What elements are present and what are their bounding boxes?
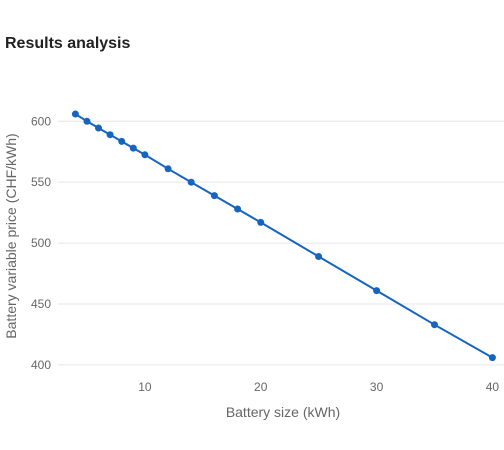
data-point[interactable] xyxy=(118,137,126,145)
y-tick-label: 450 xyxy=(31,297,51,311)
grid-layer xyxy=(58,120,504,366)
series-points-layer xyxy=(71,110,496,362)
series-line-layer xyxy=(74,113,494,359)
page-title: Results analysis xyxy=(5,35,131,52)
data-point[interactable] xyxy=(234,205,242,213)
data-point[interactable] xyxy=(210,192,218,200)
y-tick-label: 500 xyxy=(31,236,51,250)
data-point[interactable] xyxy=(95,124,102,132)
y-tick-label: 400 xyxy=(31,358,51,372)
data-point[interactable] xyxy=(315,253,323,260)
y-axis-title: Battery variable price (CHF/kWh) xyxy=(3,133,19,338)
data-point[interactable] xyxy=(488,354,496,362)
data-point[interactable] xyxy=(164,165,172,173)
x-tick-label: 10 xyxy=(138,380,152,394)
data-point[interactable] xyxy=(83,117,91,125)
x-axis-ticks: 10 20 30 40 xyxy=(138,380,499,394)
y-tick-label: 600 xyxy=(31,114,51,128)
data-point[interactable] xyxy=(129,144,137,152)
x-tick-label: 30 xyxy=(370,380,384,394)
x-axis-title: Battery size (kWh) xyxy=(226,404,340,420)
data-point[interactable] xyxy=(141,151,149,159)
series-line xyxy=(74,113,494,359)
data-point[interactable] xyxy=(187,178,195,186)
y-tick-label: 550 xyxy=(31,175,51,189)
data-point[interactable] xyxy=(71,110,79,118)
data-point[interactable] xyxy=(106,131,114,139)
y-axis-ticks: 400 450 500 550 600 xyxy=(31,114,51,372)
x-tick-label: 40 xyxy=(486,380,500,394)
data-point[interactable] xyxy=(373,287,381,295)
data-point[interactable] xyxy=(431,321,438,329)
x-tick-label: 20 xyxy=(254,380,268,394)
data-point[interactable] xyxy=(257,218,265,226)
